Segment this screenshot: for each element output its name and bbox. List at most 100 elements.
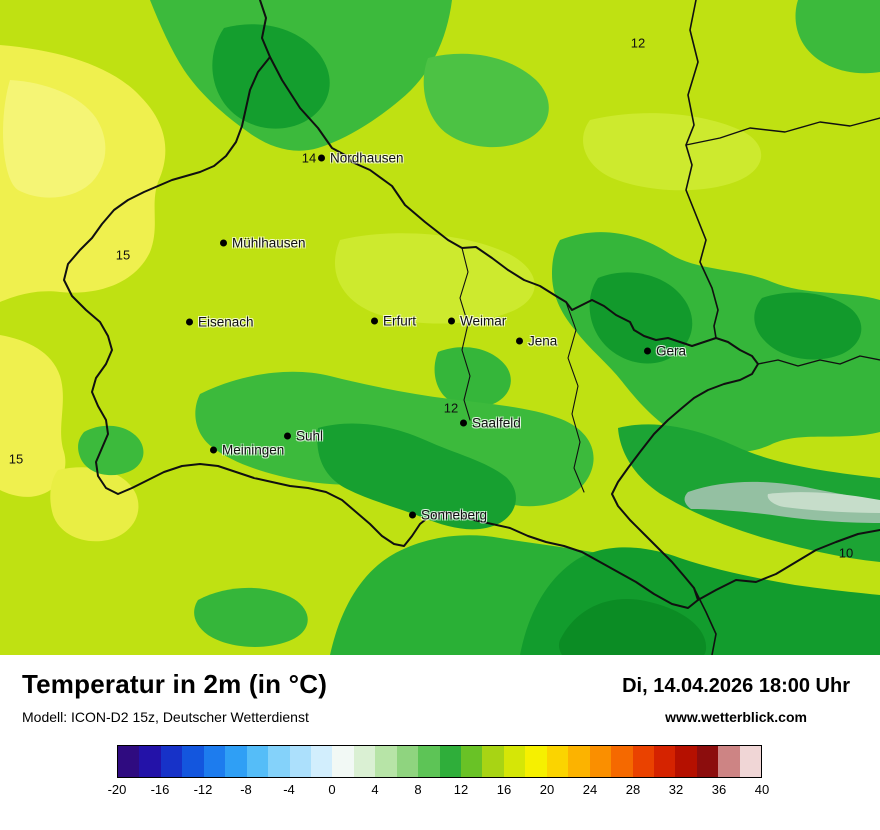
page-title: Temperatur in 2m (in °C) bbox=[22, 669, 328, 699]
colorbar-segment bbox=[611, 746, 633, 777]
colorbar-segment bbox=[310, 746, 333, 777]
city-dot-icon bbox=[210, 446, 217, 454]
colorbar-tick-label: 40 bbox=[754, 782, 770, 797]
city-label: Gera bbox=[656, 343, 687, 359]
city-label: Nordhausen bbox=[330, 150, 404, 166]
city-marker: Erfurt bbox=[371, 314, 416, 329]
colorbar-ticks: -20 -16 -12 -8 -4 0 4 8 12 16 20 24 28 32 36 40 bbox=[108, 782, 770, 802]
temperature-field bbox=[0, 0, 880, 655]
map-temperature-number: 12 bbox=[443, 400, 459, 416]
colorbar-tick-label: -8 bbox=[240, 782, 252, 797]
region-green-top-center bbox=[423, 53, 549, 148]
colorbar-segment bbox=[546, 746, 569, 777]
region-green-top-dark bbox=[212, 24, 330, 129]
colorbar-tick-label: 28 bbox=[625, 782, 641, 797]
temperature-map: Nordhausen Mühlhausen Eisenach Erfurt Weimar… bbox=[0, 0, 880, 655]
city-marker: Eisenach bbox=[186, 315, 254, 330]
city-marker: Saalfeld bbox=[460, 416, 521, 431]
city-label: Meiningen bbox=[222, 442, 285, 458]
colorbar-tick-label: 8 bbox=[414, 782, 422, 797]
colorbar-segment bbox=[203, 746, 226, 777]
city-dot-icon bbox=[644, 347, 651, 355]
colorbar-segment bbox=[675, 746, 697, 777]
city-label: Eisenach bbox=[198, 314, 254, 330]
colorbar-tick-label: -16 bbox=[150, 782, 170, 797]
map-temperature-number: 14 bbox=[301, 150, 317, 166]
colorbar-segment bbox=[182, 746, 204, 777]
colorbar-segment bbox=[418, 746, 440, 777]
city-label: Sonneberg bbox=[421, 507, 488, 523]
map-temperature-number: 10 bbox=[838, 545, 854, 561]
city-label: Weimar bbox=[460, 313, 507, 329]
colorbar-segment bbox=[525, 746, 547, 777]
border-northeast-east bbox=[685, 117, 880, 146]
region-green-bottom-left-spot bbox=[194, 587, 308, 647]
colorbar-tick-label: -20 bbox=[107, 782, 127, 797]
colorbar-tick-label: 12 bbox=[453, 782, 469, 797]
border-branch-top bbox=[259, 0, 271, 58]
border-district-2 bbox=[565, 301, 585, 493]
region-yellow-left-strip bbox=[0, 335, 66, 497]
city-marker: Suhl bbox=[284, 429, 323, 444]
colorbar-segment bbox=[568, 746, 590, 777]
colorbar-tick-label: -12 bbox=[193, 782, 213, 797]
city-dot-icon bbox=[186, 318, 193, 326]
city-dot-icon bbox=[516, 337, 523, 345]
map-overlay: Nordhausen Mühlhausen Eisenach Erfurt Weimar… bbox=[8, 35, 854, 561]
border-district-1 bbox=[459, 247, 471, 421]
colorbar-tick-label: 0 bbox=[328, 782, 336, 797]
colorbar-segments bbox=[117, 745, 762, 778]
border-northeast bbox=[685, 0, 719, 339]
colorbar-segment bbox=[718, 746, 740, 777]
colorbar-segment bbox=[353, 746, 376, 777]
colorbar-segment bbox=[139, 746, 161, 777]
city-dot-icon bbox=[220, 239, 227, 247]
city-dot-icon bbox=[448, 317, 455, 325]
colorbar-segment bbox=[696, 746, 719, 777]
city-label: Suhl bbox=[296, 428, 324, 444]
forecast-datetime: Di, 14.04.2026 18:00 Uhr bbox=[622, 675, 850, 697]
borders bbox=[63, 0, 880, 655]
region-light-mottle-1 bbox=[334, 233, 535, 324]
colorbar-segment bbox=[503, 746, 526, 777]
website-text: www.wetterblick.com bbox=[665, 709, 807, 725]
city-label: Jena bbox=[528, 333, 558, 349]
colorbar-segment bbox=[396, 746, 419, 777]
colorbar-segment bbox=[653, 746, 676, 777]
colorbar-tick-label: -4 bbox=[283, 782, 295, 797]
city-marker: Sonneberg bbox=[409, 508, 487, 523]
region-yellow-upper-left-light bbox=[3, 80, 106, 198]
colorbar-segment bbox=[332, 746, 354, 777]
colorbar-tick-label: 20 bbox=[539, 782, 555, 797]
city-marker: Mühlhausen bbox=[220, 236, 306, 251]
temperature-map-svg bbox=[0, 0, 880, 655]
region-green-bottom-deeper bbox=[558, 599, 707, 655]
colorbar-segment bbox=[246, 746, 269, 777]
colorbar-tick-label: 4 bbox=[371, 782, 379, 797]
colorbar-segment bbox=[289, 746, 311, 777]
map-temperature-number: 12 bbox=[630, 35, 646, 51]
border-east bbox=[757, 355, 880, 367]
colorbar-tick-label: 24 bbox=[582, 782, 598, 797]
colorbar-segment bbox=[589, 746, 612, 777]
region-green-top-right bbox=[795, 0, 880, 74]
city-label: Mühlhausen bbox=[232, 235, 306, 251]
region-green-right-dark-2 bbox=[754, 292, 862, 360]
footer-left: Temperatur in 2m (in °C) Modell: ICON-D2… bbox=[22, 669, 327, 725]
city-marker: Nordhausen bbox=[318, 151, 404, 166]
region-green-left-spot bbox=[78, 425, 144, 476]
map-temperature-number: 15 bbox=[8, 451, 24, 467]
colorbar-segment bbox=[632, 746, 654, 777]
border-southeast-branch bbox=[693, 587, 717, 655]
region-green-weimar-south bbox=[434, 347, 511, 408]
colorbar-segment bbox=[160, 746, 183, 777]
colorbar-segment bbox=[482, 746, 504, 777]
colorbar-segment bbox=[439, 746, 461, 777]
colorbar-tick-label: 32 bbox=[668, 782, 684, 797]
city-marker: Meiningen bbox=[210, 443, 284, 458]
footer-header: Temperatur in 2m (in °C) Modell: ICON-D2… bbox=[22, 669, 850, 725]
colorbar-segment bbox=[268, 746, 290, 777]
colorbar-segment bbox=[739, 746, 762, 777]
city-dot-icon bbox=[460, 419, 467, 427]
region-ridge-light bbox=[767, 492, 880, 513]
